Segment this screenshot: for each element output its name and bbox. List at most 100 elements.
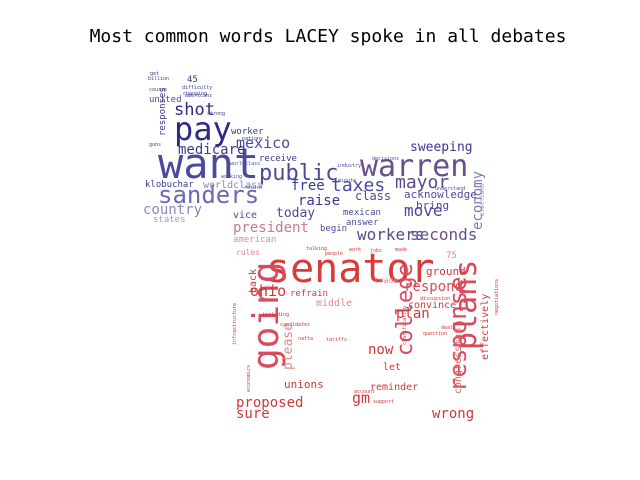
- word-bring: bring: [416, 199, 449, 212]
- word-minute: minute: [338, 178, 356, 184]
- word-warren: warren: [360, 149, 468, 184]
- word-worker: worker: [231, 127, 264, 137]
- word-understand: understand: [435, 186, 465, 192]
- word-worldclass: worldclass: [203, 180, 263, 191]
- word-difficulty: difficulty: [182, 85, 212, 91]
- word-ground: ground: [426, 265, 466, 278]
- word-return: return: [244, 185, 262, 191]
- word-elections: elections: [479, 183, 486, 216]
- word-tariffs: tariffs: [326, 337, 347, 343]
- word-seconds: seconds: [410, 225, 477, 244]
- word-sanders: sanders: [158, 181, 259, 209]
- word-responses: responses: [158, 87, 168, 136]
- word-course: course: [149, 87, 167, 93]
- word-working: working: [221, 174, 242, 180]
- word-deal: deal: [441, 325, 453, 331]
- word-nafta: nafta: [298, 336, 313, 342]
- word-begin: begin: [320, 224, 347, 234]
- word-klobuchar: klobuchar: [145, 180, 194, 190]
- word-decisions: decisions: [372, 156, 399, 162]
- word-sure: sure: [236, 406, 270, 422]
- word-country: country: [143, 202, 202, 218]
- word-support: support: [373, 399, 394, 405]
- word-states: states: [153, 215, 186, 225]
- word-free: free: [291, 178, 325, 194]
- word-senator: senator: [266, 246, 435, 292]
- word-taxes: taxes: [331, 175, 385, 196]
- word-reminder: reminder: [370, 382, 418, 393]
- word-pay: pay: [174, 110, 232, 148]
- word-made: made: [395, 247, 407, 253]
- word-college: college: [393, 263, 418, 356]
- word-mayor: mayor: [395, 172, 449, 193]
- word-gm: gm: [352, 389, 370, 407]
- word-move: move: [404, 201, 443, 220]
- word-ohio: ohio: [250, 282, 286, 300]
- word-president: president: [233, 220, 309, 236]
- word-75: 75: [446, 251, 457, 261]
- word-effectively: effectively: [480, 294, 491, 360]
- word-vice: vice: [233, 210, 257, 221]
- word-economy: economy: [470, 171, 486, 230]
- word-jobs: jobs: [370, 248, 382, 254]
- word-candidates: candidates: [280, 322, 310, 328]
- word-question: question: [423, 331, 447, 337]
- chart-title: Most common words LACEY spoke in all deb…: [89, 26, 567, 47]
- word-strong: strong: [207, 111, 225, 117]
- word-proposed: proposed: [236, 395, 303, 411]
- word-mexican: mexican: [343, 208, 381, 218]
- word-medicare: medicare: [178, 142, 245, 158]
- word-get: get: [150, 71, 159, 77]
- word-work: work: [349, 247, 361, 253]
- word-including: including: [262, 312, 289, 318]
- word-guns: guns: [149, 142, 161, 148]
- word-45: 45: [187, 75, 198, 85]
- word-please: please: [281, 323, 296, 370]
- word-industry: industry: [337, 163, 361, 169]
- word-let: let: [383, 362, 401, 373]
- word-raise: raise: [298, 193, 340, 209]
- word-shot: shot: [174, 100, 215, 120]
- word-acknowledge: acknowledge: [404, 188, 477, 201]
- word-united: united: [149, 95, 182, 105]
- word-receive: receive: [259, 154, 297, 164]
- word-billion: billion: [148, 76, 169, 82]
- word-congressman: congressman: [453, 328, 464, 394]
- word-workers: workers: [357, 225, 424, 244]
- word-class: class: [355, 189, 391, 203]
- word-convince: convince: [408, 300, 456, 311]
- word-answer: answer: [346, 218, 379, 228]
- word-discussion: discussion: [420, 296, 450, 302]
- word-unions: unions: [284, 378, 324, 391]
- word-plans: plans: [449, 260, 484, 350]
- word-clarification: clarification: [402, 306, 408, 345]
- word-account: account: [354, 389, 375, 395]
- word-want: want: [158, 139, 259, 188]
- word-back: back: [248, 269, 259, 293]
- word-sweeping: sweeping: [410, 140, 473, 155]
- word-americans: americans: [185, 93, 212, 99]
- word-mexico: mexico: [236, 134, 290, 152]
- word-changing: changing: [183, 91, 207, 97]
- word-infrastructure: infrastructure: [232, 303, 238, 345]
- word-response: response: [444, 276, 472, 392]
- word-nations: nations: [242, 136, 263, 142]
- word-public: public: [259, 161, 338, 186]
- word-plan: plan: [396, 306, 430, 322]
- word-respond: respond: [404, 279, 463, 295]
- word-now: now: [368, 342, 394, 358]
- word-today: today: [276, 206, 315, 221]
- word-trade: trade: [374, 276, 398, 285]
- word-refrain: refrain: [290, 289, 328, 299]
- word-middle: middle: [316, 298, 352, 309]
- word-people: people: [325, 251, 343, 257]
- word-economics: economics: [246, 365, 252, 392]
- word-talking: talking: [306, 246, 327, 252]
- word-rules: rules: [236, 248, 260, 257]
- word-negotiations: negotiations: [494, 279, 500, 315]
- word-wrong: wrong: [432, 406, 474, 422]
- word-american: american: [233, 235, 276, 245]
- word-going: going: [246, 262, 287, 370]
- word-worldclass: worldclass: [230, 161, 260, 167]
